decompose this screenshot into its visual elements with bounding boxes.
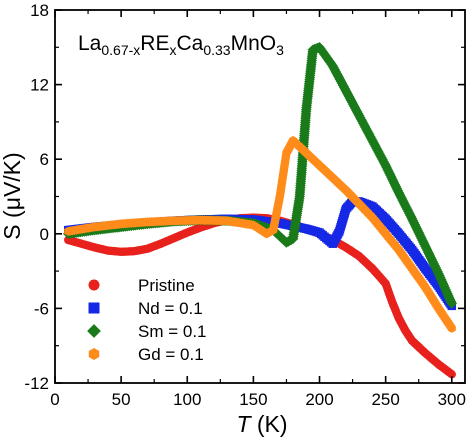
x-tick-label: 300 [438, 390, 466, 409]
legend-item: Pristine [88, 276, 195, 295]
annotation-mid2: Ca [176, 32, 203, 55]
x-axis-label: T (K) [236, 411, 287, 437]
x-tick-label: 50 [112, 390, 131, 409]
series-3 [64, 135, 456, 333]
x-axis-label-unit: (K) [257, 411, 288, 437]
data-point [447, 323, 456, 333]
y-tick-label: 0 [40, 225, 49, 244]
legend-item: Sm = 0.1 [87, 322, 207, 341]
legend: Pristine Nd = 0.1 Sm = 0.1 Gd = 0.1 [87, 276, 207, 364]
y-tick-label: 18 [30, 1, 49, 20]
series-2 [62, 42, 458, 309]
data-point [447, 370, 456, 379]
annotation-sub1: 0.67-x [101, 42, 140, 58]
annotation-base: La [78, 32, 102, 55]
x-tick-label: 150 [239, 390, 267, 409]
annotation-sub3: 0.33 [203, 42, 230, 58]
legend-item: Gd = 0.1 [88, 345, 204, 364]
legend-label: Pristine [138, 276, 195, 295]
legend-marker [87, 324, 101, 338]
legend-marker [88, 347, 100, 361]
x-axis-label-symbol: T [236, 411, 252, 437]
legend-label: Gd = 0.1 [138, 345, 204, 364]
legend-label: Sm = 0.1 [138, 322, 207, 341]
y-tick-label: 12 [30, 76, 49, 95]
legend-marker [88, 302, 100, 314]
annotation-sub4: 3 [276, 42, 284, 58]
y-tick-label: -6 [34, 299, 49, 318]
plot-marks [62, 42, 458, 379]
annotation-mid3: MnO [231, 32, 277, 55]
x-tick-label: 100 [173, 390, 201, 409]
x-tick-label: 0 [50, 390, 59, 409]
legend-marker [88, 279, 100, 291]
annotation-sub2: x [169, 42, 176, 58]
y-tick-label: -12 [24, 374, 49, 393]
x-tick-label: 250 [371, 390, 399, 409]
y-axis-label: S (μV/K) [0, 152, 25, 239]
axes: 0 50 100 150 200 250 300 -12 -6 0 6 12 18 [24, 1, 466, 409]
x-tick-label: 200 [305, 390, 333, 409]
legend-label: Nd = 0.1 [138, 299, 203, 318]
data-point [446, 298, 458, 309]
composition-annotation: La0.67-xRExCa0.33MnO3 [78, 32, 284, 58]
y-tick-label: 6 [40, 150, 49, 169]
annotation-mid1: RE [140, 32, 169, 55]
legend-item: Nd = 0.1 [88, 299, 203, 318]
